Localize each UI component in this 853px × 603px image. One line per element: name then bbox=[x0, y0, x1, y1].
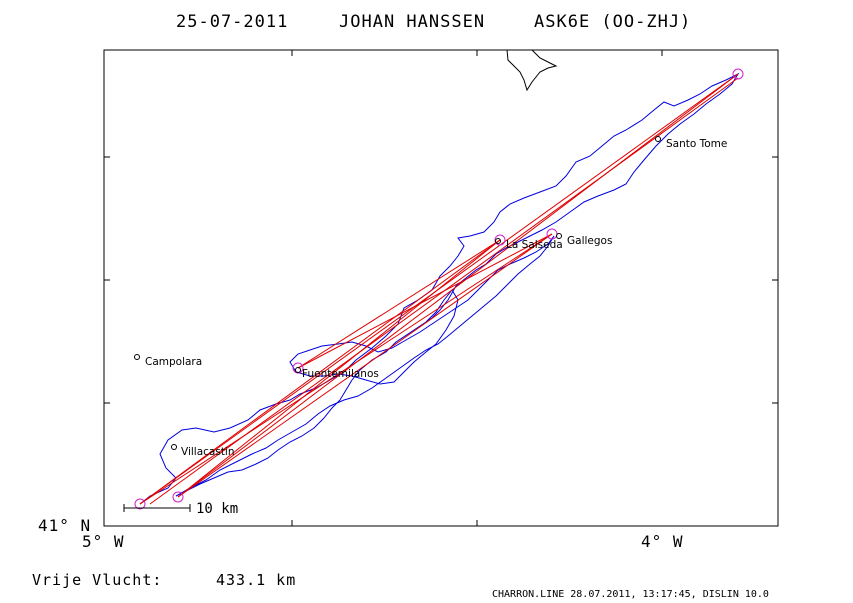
turnpoint-start bbox=[134, 498, 146, 510]
credit-line: CHARRON.LINE 28.07.2011, 13:17:45, DISLI… bbox=[492, 589, 769, 600]
place-marker-villacastin bbox=[171, 444, 177, 450]
longitude-west-label: 5° W bbox=[82, 532, 125, 551]
scale-bar-label: 10 km bbox=[196, 501, 238, 517]
place-label-fuentemilanos: Fuentemilanos bbox=[302, 368, 379, 380]
turnpoint-3 bbox=[494, 234, 506, 246]
longitude-east-label: 4° W bbox=[641, 532, 684, 551]
place-label-campolara: Campolara bbox=[145, 356, 202, 368]
map-frame bbox=[103, 49, 779, 527]
track-segment-north bbox=[139, 72, 740, 505]
latitude-label: 41° N bbox=[38, 516, 91, 535]
place-marker-la-salseda bbox=[495, 238, 501, 244]
pilot-name: JOHAN HANSSEN bbox=[339, 12, 485, 32]
place-label-villacastin: Villacastin bbox=[181, 446, 235, 458]
place-marker-campolara bbox=[134, 354, 140, 360]
distance-value: 433.1 km bbox=[216, 571, 296, 589]
turnpoint-1 bbox=[172, 491, 184, 503]
turnpoint-5 bbox=[732, 68, 744, 80]
border-line bbox=[506, 49, 558, 92]
axis-ticks bbox=[104, 50, 778, 526]
place-label-santo-tome: Santo Tome bbox=[666, 138, 727, 150]
place-label-gallegos: Gallegos bbox=[567, 235, 612, 247]
distance-label: Vrije Vlucht: bbox=[32, 571, 162, 589]
place-label-la-salseda: La Salseda bbox=[506, 239, 563, 251]
place-marker-fuentemilanos bbox=[295, 367, 301, 373]
task-lines bbox=[139, 73, 739, 505]
glider-id: ASK6E (OO-ZHJ) bbox=[534, 12, 691, 32]
place-marker-santo-tome bbox=[655, 136, 661, 142]
scale-bar bbox=[123, 504, 191, 512]
flight-date: 25-07-2011 bbox=[176, 12, 288, 32]
place-markers bbox=[134, 136, 661, 450]
place-marker-gallegos bbox=[556, 233, 562, 239]
